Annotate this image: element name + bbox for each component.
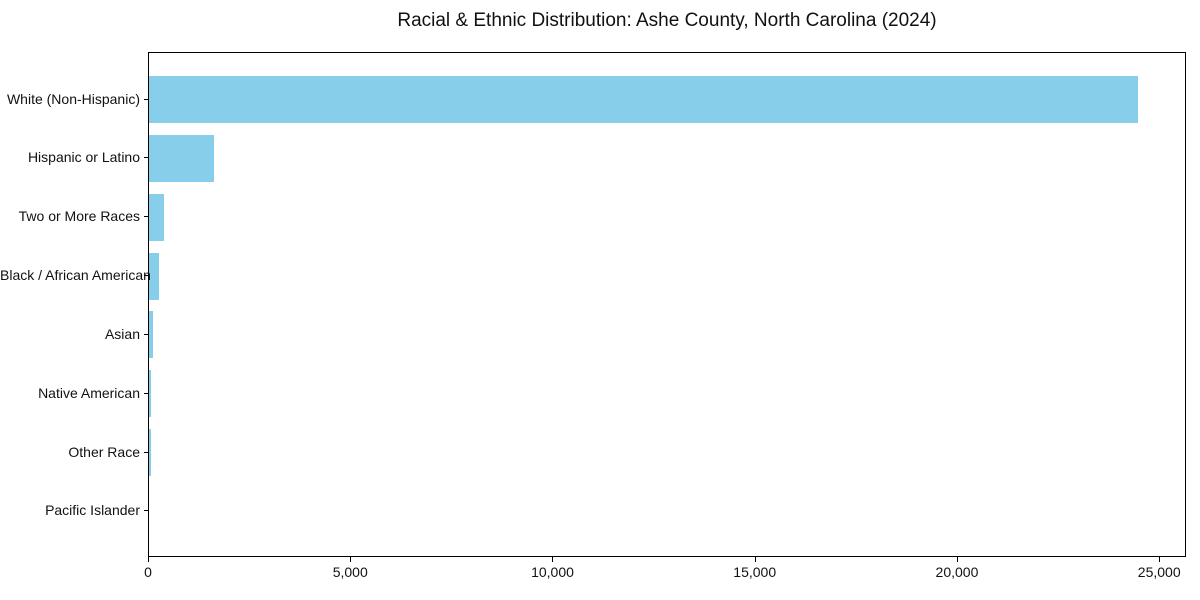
x-tick-label: 5,000 [332,564,368,580]
y-axis-label: Other Race [68,443,140,460]
y-tick-mark [144,451,148,453]
y-axis-label: White (Non-Hispanic) [6,90,140,107]
y-axis-label: Pacific Islander [45,502,140,519]
y-axis-label: Two or More Races [18,208,140,225]
x-tick-label: 15,000 [733,564,777,580]
x-tick-mark [148,557,149,562]
bar [149,311,153,359]
x-tick-label: 20,000 [935,564,979,580]
x-tick-mark [552,557,554,562]
plot-area [148,52,1186,557]
y-axis-label: Hispanic or Latino [27,149,140,166]
y-axis-label: Asian [104,325,140,342]
bar [149,429,151,477]
y-tick-mark [144,157,148,159]
x-tick-mark [1159,557,1161,562]
y-tick-mark [144,275,148,277]
y-tick-mark [144,333,148,335]
y-tick-mark [144,392,148,394]
bar [149,193,164,241]
x-tick-mark [956,557,958,562]
bar [149,134,214,182]
chart-title: Racial & Ethnic Distribution: Ashe Count… [397,10,937,31]
bar [149,252,159,300]
y-tick-mark [144,510,148,512]
y-tick-mark [144,98,148,100]
x-tick-mark [754,557,756,562]
x-tick-label: 10,000 [531,564,574,580]
bar [149,370,151,418]
y-tick-mark [144,216,148,218]
y-axis-label: Native American [38,384,140,401]
bar [149,76,1138,123]
y-axis-label: Black / African American [0,267,151,284]
x-tick-mark [350,557,352,562]
x-tick-label: 0 [144,564,152,580]
x-tick-label: 25,000 [1137,564,1181,580]
